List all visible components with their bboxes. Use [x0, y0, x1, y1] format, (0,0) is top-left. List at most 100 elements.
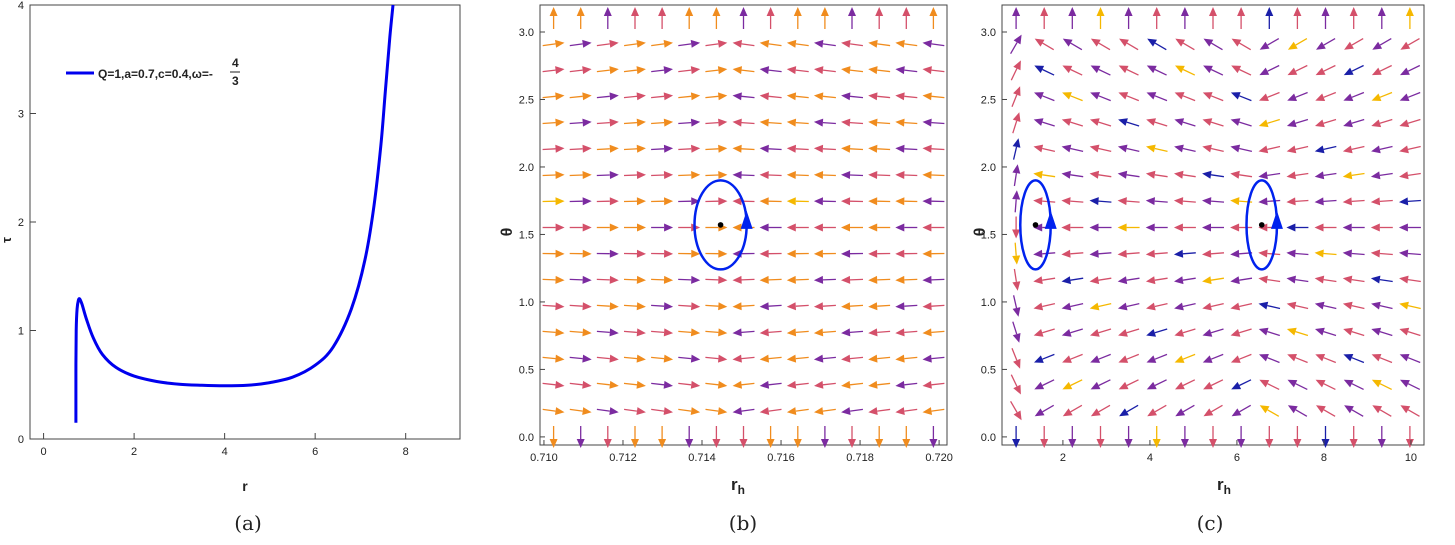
- vector-arrow-shaft: [705, 330, 719, 334]
- vector-arrow-head: [1258, 301, 1269, 310]
- vector-arrow-head: [1286, 223, 1296, 232]
- vector-arrow-shaft: [931, 408, 945, 412]
- c-xtick-label: 2: [1060, 452, 1066, 464]
- vector-arrow-shaft: [768, 408, 782, 412]
- vector-arrow-head: [813, 328, 824, 337]
- vector-arrow-head: [786, 39, 797, 48]
- tau-curve: [74, 4, 395, 423]
- vector-arrow-head: [636, 275, 646, 284]
- vector-arrow-head: [555, 92, 565, 101]
- vector-arrow-head: [1371, 145, 1381, 154]
- vector-arrow-head: [868, 171, 878, 179]
- vector-arrow-head: [609, 275, 619, 284]
- vector-arrow-head: [922, 197, 932, 206]
- vector-arrow-head: [1202, 329, 1213, 337]
- vector-arrow-shaft: [1042, 174, 1056, 178]
- vector-arrow-head: [868, 380, 878, 389]
- vector-arrow-head: [1287, 405, 1298, 414]
- vector-arrow-shaft: [651, 121, 665, 125]
- vector-arrow-shaft: [768, 330, 782, 334]
- vector-arrow-head: [902, 7, 911, 16]
- vector-arrow-head: [555, 144, 565, 153]
- vector-arrow-head: [1258, 249, 1268, 258]
- vector-arrow-shaft: [1323, 172, 1337, 177]
- b-ytick-label: 0.5: [519, 364, 534, 376]
- vector-arrow-shaft: [768, 174, 782, 177]
- vector-arrow-head: [813, 275, 824, 284]
- vector-arrow-head: [1315, 67, 1326, 76]
- vector-arrow-head: [922, 39, 932, 48]
- vector-arrow-shaft: [904, 95, 918, 99]
- vector-arrow-shaft: [1379, 252, 1393, 256]
- vector-arrow-head: [1265, 439, 1274, 448]
- vector-arrow-shaft: [1154, 147, 1168, 153]
- vector-arrow-shaft: [1239, 302, 1253, 308]
- vector-arrow-head: [875, 7, 884, 16]
- vector-arrow-shaft: [678, 330, 692, 334]
- vector-arrow-head: [555, 302, 565, 311]
- vector-arrow-head: [1321, 7, 1330, 16]
- vector-arrow-shaft: [931, 304, 945, 307]
- vector-arrow-shaft: [822, 382, 836, 386]
- vector-arrow-shaft: [1295, 38, 1308, 46]
- vector-arrow-shaft: [1182, 121, 1196, 127]
- vector-arrow-head: [841, 92, 851, 101]
- vector-arrow-head: [841, 118, 851, 127]
- vector-arrow-head: [718, 302, 728, 311]
- vector-arrow-head: [1061, 276, 1071, 285]
- panel-c-xlabel: rh: [1217, 475, 1231, 497]
- vector-arrow-head: [1203, 408, 1214, 417]
- vector-arrow-shaft: [1239, 353, 1252, 360]
- vector-arrow-shaft: [678, 148, 692, 151]
- vector-arrow-head: [1061, 118, 1072, 126]
- vector-arrow-shaft: [1098, 42, 1111, 51]
- vector-arrow-head: [1061, 197, 1071, 206]
- vector-arrow-head: [1202, 170, 1212, 179]
- vector-arrow-head: [759, 354, 769, 363]
- vector-arrow-shaft: [1098, 147, 1112, 153]
- vector-arrow-shaft: [1407, 278, 1421, 283]
- vector-arrow-shaft: [877, 382, 891, 386]
- c-ytick-label: 0.5: [981, 364, 996, 376]
- vector-arrow-shaft: [1042, 121, 1055, 127]
- vector-arrow-shaft: [1295, 64, 1308, 72]
- vector-arrow-head: [759, 223, 769, 232]
- panel-a-frame: [29, 4, 461, 440]
- vector-arrow-shaft: [822, 174, 836, 177]
- vector-arrow-shaft: [651, 43, 665, 47]
- vector-arrow-shaft: [1323, 357, 1337, 364]
- vector-arrow-head: [1321, 439, 1330, 448]
- vector-arrow-shaft: [795, 95, 809, 99]
- vector-arrow-head: [1012, 439, 1021, 448]
- vector-arrow-head: [922, 354, 932, 363]
- vector-arrow-shaft: [542, 408, 556, 412]
- vector-arrow-shaft: [1295, 199, 1309, 203]
- vector-arrow-shaft: [705, 382, 719, 386]
- vector-arrow-head: [1033, 197, 1043, 206]
- vector-arrow-head: [1034, 408, 1045, 417]
- vector-arrow-head: [1012, 7, 1021, 16]
- vector-arrow-head: [759, 39, 770, 48]
- vector-arrow-shaft: [1070, 302, 1084, 308]
- vector-arrow-head: [1033, 144, 1044, 153]
- vector-arrow-shaft: [623, 304, 638, 307]
- vector-arrow-head: [732, 39, 742, 48]
- vector-arrow-head: [1343, 354, 1354, 362]
- vector-arrow-head: [786, 380, 797, 389]
- vector-arrow-head: [1202, 92, 1213, 100]
- vector-arrow-head: [717, 66, 728, 75]
- vector-arrow-shaft: [1239, 174, 1253, 178]
- vector-arrow-shaft: [1407, 118, 1421, 124]
- vector-arrow-head: [814, 380, 824, 389]
- vector-arrow-shaft: [1126, 353, 1140, 360]
- vector-arrow-head: [1034, 38, 1045, 47]
- vector-arrow-head: [1033, 118, 1044, 126]
- vector-arrow-shaft: [1070, 277, 1084, 281]
- vector-arrow-head: [1175, 408, 1186, 417]
- vector-arrow-head: [555, 197, 565, 206]
- vector-arrow-shaft: [931, 69, 945, 73]
- vector-arrow-shaft: [795, 69, 809, 73]
- vector-arrow-head: [813, 302, 824, 311]
- vector-arrow-head: [1090, 355, 1101, 363]
- vector-arrow-shaft: [1323, 304, 1337, 310]
